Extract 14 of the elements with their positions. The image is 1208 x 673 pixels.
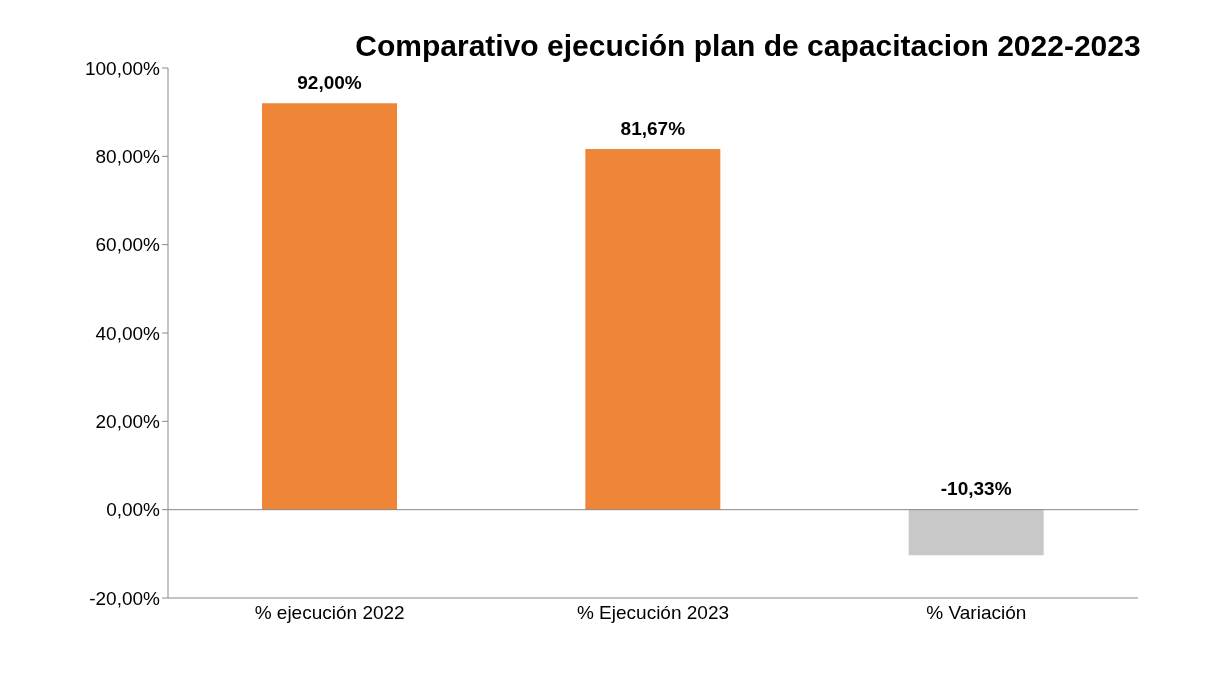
y-tick-label: 100,00% <box>84 57 161 79</box>
data-label: 92,00% <box>297 72 362 94</box>
y-tick-label: 40,00% <box>95 322 161 344</box>
y-tick-label: 60,00% <box>95 234 161 256</box>
y-tick-label: 80,00% <box>95 146 161 168</box>
data-label: -10,33% <box>940 478 1012 500</box>
x-tick-label: % ejecución 2022 <box>254 602 405 624</box>
data-label: 81,67% <box>620 117 686 139</box>
x-tick-label: % Variación <box>926 602 1027 624</box>
chart-title: Comparativo ejecución plan de capacitacion 2022-2023 <box>355 29 1141 62</box>
x-tick-label: % Ejecución 2023 <box>576 602 730 624</box>
y-tick-label: -20,00% <box>89 587 161 609</box>
y-tick-label: 20,00% <box>95 411 161 433</box>
y-tick-label: 0,00% <box>106 499 161 521</box>
